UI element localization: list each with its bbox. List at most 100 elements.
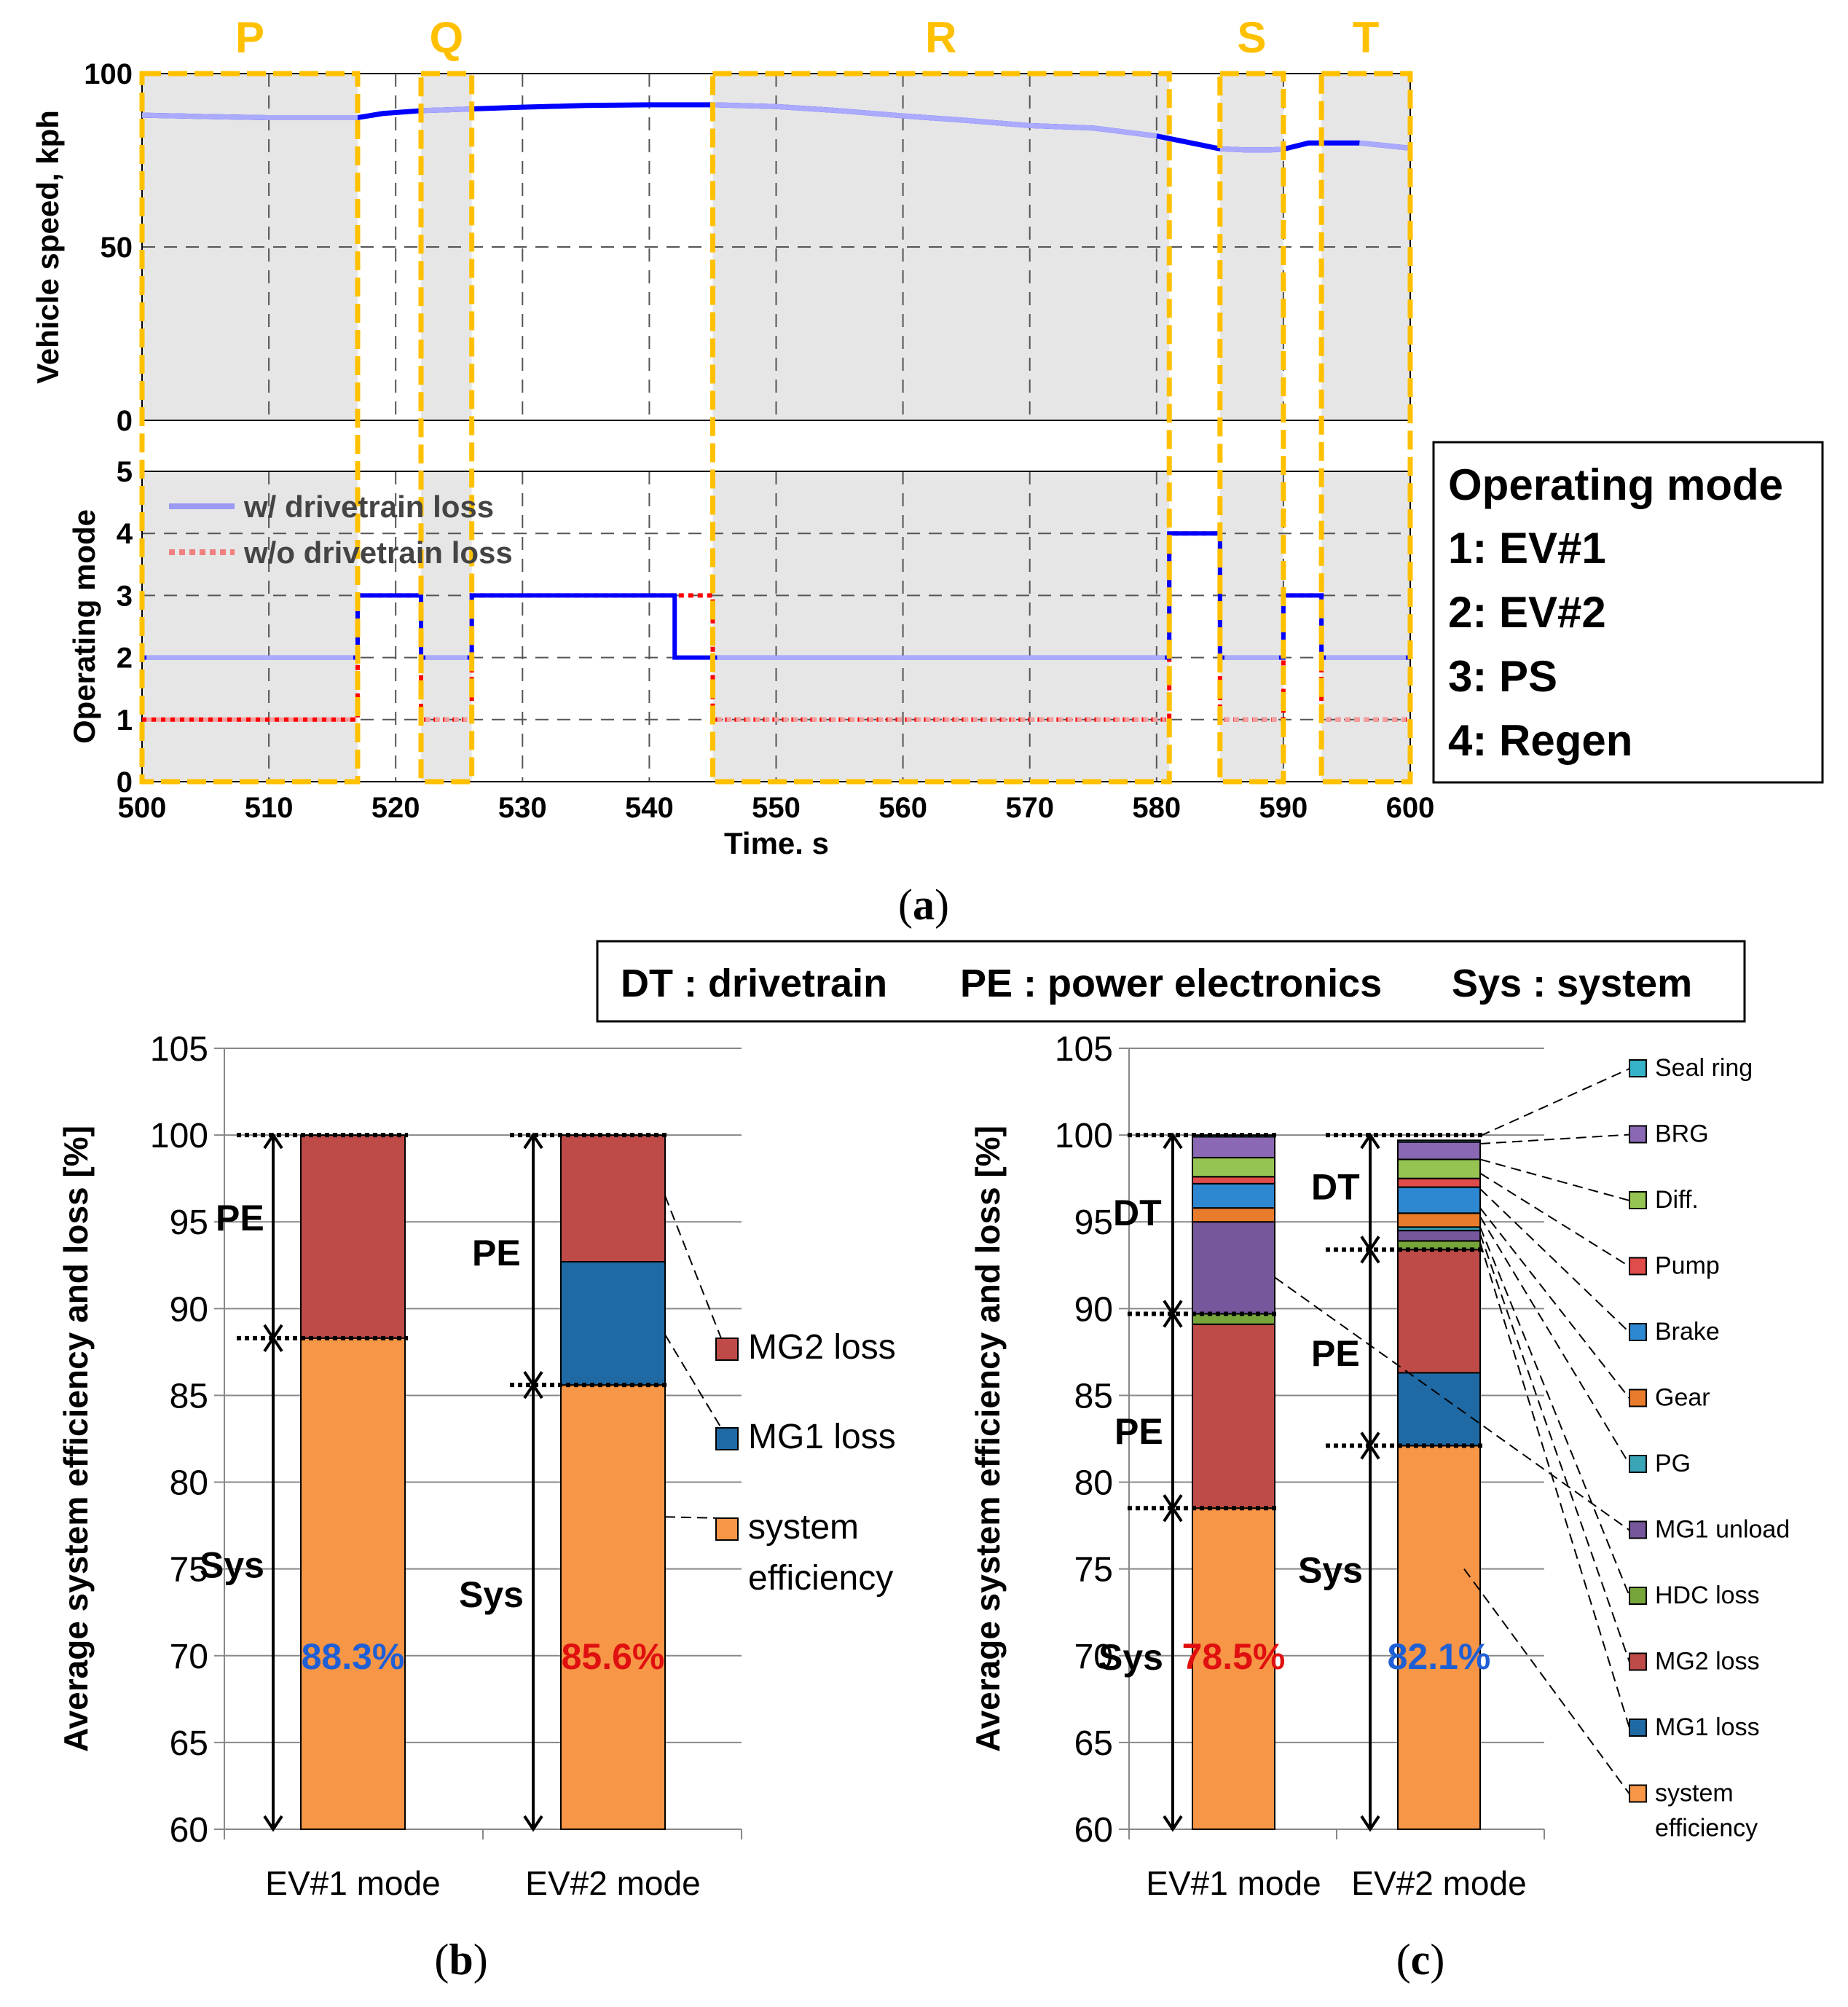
- panelC-annotation-sys-ev2: Sys: [1298, 1550, 1363, 1591]
- panelC-legend-leader-brg: [1479, 1134, 1630, 1145]
- mode-xtick-570: 570: [1005, 792, 1054, 824]
- panelB-ytick-85: 85: [170, 1377, 208, 1415]
- speed-y-axis-label: Vehicle speed, kph: [31, 110, 65, 384]
- panelC-legend-leader-mg2-loss: [1479, 1233, 1630, 1662]
- panelC-ytick-105: 105: [1055, 1030, 1113, 1069]
- panelC-legend-leader-diff: [1479, 1158, 1630, 1201]
- panelC-legend-leader-pg: [1479, 1216, 1630, 1465]
- panelB-ytick-95: 95: [170, 1203, 208, 1242]
- panelC-legend-label-mg1-unload: MG1 unload: [1655, 1516, 1790, 1544]
- mode-xtick-510: 510: [245, 792, 294, 824]
- panelB-legend-leader-mg2-loss: [664, 1195, 722, 1339]
- panelC-bar-ev-2-mode-mg1-loss: [1397, 1372, 1481, 1447]
- mode-ytick-4: 4: [117, 518, 133, 550]
- panelB-legend-label-mg1-loss: MG1 loss: [748, 1418, 896, 1456]
- panelB-sys-arrow-ev2-head-bottom: [523, 1815, 543, 1832]
- panelC-annotation-pe-ev1: PE: [1114, 1411, 1163, 1452]
- panelB-bar-ev-1-mode-system-efficiency: [300, 1337, 406, 1830]
- panel-letter-a: a: [913, 881, 935, 929]
- operating-mode-item-4: 4: Regen: [1448, 716, 1632, 765]
- panelC-bar-ev-2-mode-brg: [1397, 1141, 1481, 1160]
- segment-label-p: P: [235, 13, 264, 62]
- mode-xtick-550: 550: [752, 792, 801, 824]
- panelC-annotation-dt-ev2: DT: [1311, 1166, 1360, 1207]
- panelC-legend-label-gear: Gear: [1655, 1384, 1710, 1412]
- abbrev-pe: PE : power electronics: [960, 962, 1382, 1005]
- panelC-ytick-95: 95: [1074, 1203, 1113, 1242]
- panelC-bar-ev-2-mode-gear: [1397, 1212, 1481, 1228]
- panelC-legend-swatch-pg: [1629, 1455, 1647, 1473]
- abbreviation-box: DT : drivetrain PE : power electronics S…: [596, 940, 1746, 1023]
- operating-mode-item-3: 3: PS: [1448, 652, 1557, 701]
- panelC-category-ev-1-mode: EV#1 mode: [1146, 1864, 1321, 1902]
- panelC-legend-label-seal-ring: Seal ring: [1655, 1054, 1753, 1082]
- panelC-pe-arrow-ev1-head-top: [1163, 1311, 1183, 1328]
- panelC-dt-arrow-ev2-head-top: [1360, 1132, 1380, 1150]
- operating-mode-legend-title: Operating mode: [1448, 460, 1783, 509]
- panelC-legend-swatch-diff: [1629, 1191, 1647, 1209]
- panelB-sys-arrow-ev1-head-top: [263, 1335, 283, 1352]
- mode-xtick-600: 600: [1386, 792, 1435, 824]
- panelB-annotation-pe-ev2: PE: [472, 1233, 521, 1273]
- panelC-bar-ev-1-mode-brg: [1192, 1136, 1275, 1159]
- svg-text:(b): (b): [434, 1936, 487, 1984]
- panelC-value-label-ev-2-mode: 82.1%: [1388, 1636, 1491, 1677]
- panelB-ytick-105: 105: [150, 1030, 208, 1069]
- mode-xtick-560: 560: [878, 792, 927, 824]
- segment-label-q: Q: [430, 13, 464, 62]
- panelB-annotation-sys-ev1: Sys: [200, 1545, 264, 1586]
- panelC-legend-swatch-mg1-unload: [1629, 1520, 1647, 1539]
- panelC-legend-leader-gear: [1479, 1207, 1630, 1399]
- panelC-legend-label-hdc-loss: HDC loss: [1655, 1582, 1760, 1609]
- panelB-annotation-pe-ev1: PE: [216, 1198, 264, 1238]
- panelB-ytick-100: 100: [150, 1117, 208, 1155]
- panelC-legend-leader-mg1-unload: [1274, 1276, 1630, 1531]
- panelC-legend-label-mg2-loss: MG2 loss: [1655, 1648, 1760, 1676]
- panelC-category-ev-2-mode: EV#2 mode: [1351, 1864, 1526, 1902]
- plot-gap: [142, 420, 1410, 471]
- panelC-ytick-85: 85: [1074, 1377, 1113, 1415]
- panelC-bar-ev-2-mode-mg1-unload: [1397, 1230, 1481, 1242]
- panelC-legend-leader-seal-ring: [1479, 1068, 1630, 1137]
- panelC-legend-swatch-mg2-loss: [1629, 1652, 1647, 1671]
- mode-xtick-500: 500: [118, 792, 167, 824]
- panelC-bar-ev-1-mode-brake: [1192, 1182, 1275, 1209]
- panelC-legend-leader-mg1-loss: [1479, 1242, 1630, 1729]
- panelB-legend-label-mg2-loss: MG2 loss: [748, 1328, 896, 1367]
- panelB-legend-swatch-mg2-loss: [715, 1338, 739, 1361]
- panelC-y-axis-label: Average system efficiency and loss [%]: [969, 1126, 1007, 1752]
- panelC-annotation-dt-ev1: DT: [1113, 1193, 1162, 1233]
- mode-series-legend: w/ drivetrain loss w/o drivetrain loss: [169, 490, 513, 570]
- panelB-value-label-ev-2-mode: 85.6%: [562, 1636, 665, 1677]
- panelC-ytick-100: 100: [1055, 1117, 1113, 1155]
- segment-border-r: [709, 71, 1172, 785]
- legend-label-wo-drivetrain: w/o drivetrain loss: [243, 535, 513, 570]
- mode-xtick-590: 590: [1259, 792, 1308, 824]
- panel-letter-c: c: [1411, 1936, 1431, 1984]
- panelB-ytick-90: 90: [170, 1290, 208, 1329]
- panelC-bar-ev-2-mode-diff: [1397, 1158, 1481, 1179]
- panelC-legend-label-pg: PG: [1655, 1450, 1691, 1477]
- mode-xtick-540: 540: [625, 792, 674, 824]
- panelC-legend-leader-brake: [1479, 1188, 1630, 1333]
- panel-a: P Q R S T 0 50 100 0 1 2 3 4 5 500 510 520 530 540 550 560 57…: [31, 13, 1824, 860]
- panelB-ytick-80: 80: [170, 1464, 208, 1503]
- panelB-legend-swatch-system-efficiency: [715, 1517, 739, 1541]
- panelC-sys-arrow-ev2-head-top: [1360, 1442, 1380, 1460]
- segment-border-p: [139, 71, 361, 785]
- panelB-legend-leader-mg1-loss: [664, 1334, 722, 1429]
- panelC-legend-label-pump: Pump: [1655, 1252, 1720, 1280]
- panel-label-b: (b): [434, 1936, 487, 1984]
- mode-ytick-0: 0: [117, 766, 133, 798]
- panelC-bar-ev-2-mode-mg2-loss: [1397, 1249, 1481, 1374]
- panelC-legend-label-system-efficiency: system efficiency: [1655, 1780, 1758, 1842]
- panelC-ytick-90: 90: [1074, 1290, 1113, 1329]
- panelC-legend-swatch-system-efficiency: [1629, 1784, 1647, 1803]
- panelB-category-ev-1-mode: EV#1 mode: [265, 1864, 440, 1902]
- panel-b: 60 65 70 75 80 85 90 95 100 105 Average system eff…: [57, 1030, 896, 1902]
- panelC-annotation-sys-ev1: Sys: [1098, 1637, 1163, 1678]
- panelC-bar-ev-1-mode-mg1-unload: [1192, 1221, 1275, 1315]
- operating-mode-legend: Operating mode 1: EV#1 2: EV#2 3: PS 4: Rege…: [1432, 441, 1824, 784]
- panelC-value-label-ev-1-mode: 78.5%: [1182, 1636, 1286, 1677]
- mode-ytick-5: 5: [117, 456, 133, 488]
